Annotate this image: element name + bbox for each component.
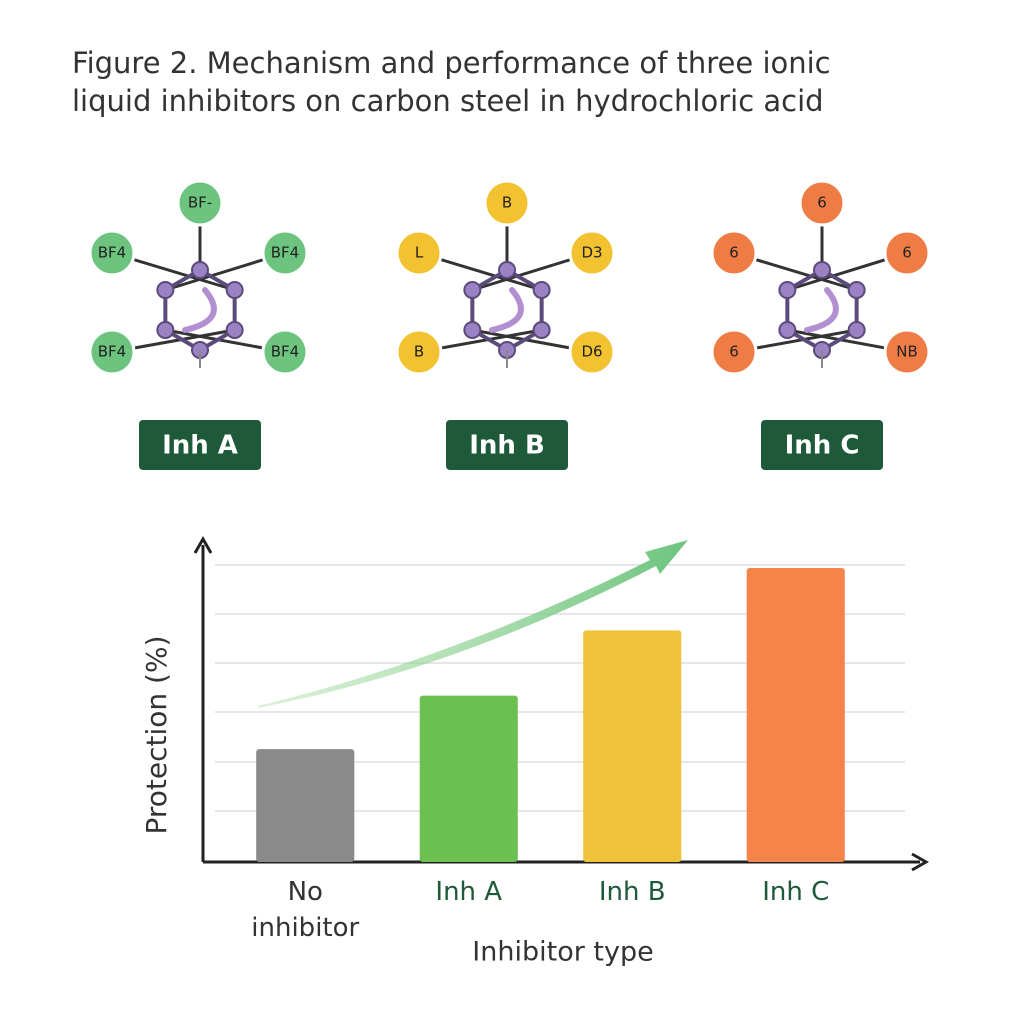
substituent — [883, 229, 931, 277]
label-pill — [761, 420, 883, 470]
atom — [225, 281, 244, 299]
figure-title: Figure 2. Mechanism and performance of t… — [72, 46, 831, 118]
substituent-label: B — [414, 343, 424, 361]
molecule-label: Inh C — [785, 431, 860, 461]
atom — [847, 321, 866, 339]
bar — [256, 749, 355, 862]
substituent — [261, 328, 309, 376]
atom — [191, 261, 209, 279]
ring-arc — [804, 287, 839, 333]
substituent — [395, 328, 443, 376]
x-axis-arrow — [911, 852, 930, 872]
substituent-label: 6 — [729, 343, 739, 361]
x-tick-label: No inhibitor — [251, 877, 360, 943]
substituent — [798, 179, 846, 227]
atom — [847, 281, 866, 299]
substituent-label: B — [502, 194, 512, 212]
substituent — [710, 229, 758, 277]
x-tick-label: Inh C — [762, 877, 830, 907]
substituent — [483, 179, 531, 227]
ring-arc — [489, 287, 524, 333]
molecule-label: Inh A — [162, 431, 238, 461]
substituent-label: BF4 — [271, 244, 299, 262]
x-tick-label: Inh B — [598, 877, 666, 907]
substituent — [395, 229, 443, 277]
atom — [532, 321, 551, 339]
substituent — [710, 328, 758, 376]
substituent-label: D6 — [581, 343, 602, 361]
substituent — [568, 229, 616, 277]
substituent-label: D3 — [581, 244, 602, 262]
substituent-label: 6 — [729, 244, 739, 262]
substituent — [261, 229, 309, 277]
ring — [785, 267, 859, 353]
ring-arc — [182, 287, 217, 333]
bar — [419, 695, 518, 862]
substituent — [883, 328, 931, 376]
atom — [813, 261, 831, 279]
atom — [463, 281, 482, 299]
substituent-label: BF4 — [271, 343, 299, 361]
substituent — [88, 229, 136, 277]
label-pill — [446, 420, 568, 470]
atom — [498, 261, 516, 279]
substituent-label: 6 — [902, 244, 912, 262]
label-pill — [139, 420, 261, 470]
x-axis-title: Inhibitor type — [472, 937, 653, 968]
atom — [156, 281, 175, 299]
substituent-label: BF4 — [98, 343, 126, 361]
bar — [746, 567, 845, 862]
substituent-label: NB — [896, 343, 918, 361]
bar — [583, 630, 682, 862]
substituent-label: BF- — [188, 194, 212, 212]
ring — [163, 267, 237, 353]
substituent-label: BF4 — [98, 244, 126, 262]
x-tick-label: Inh A — [435, 877, 503, 907]
molecule-label: Inh B — [469, 431, 545, 461]
atom — [778, 321, 797, 339]
atom — [225, 321, 244, 339]
y-axis-title: Protection (%) — [140, 635, 173, 834]
substituent — [88, 328, 136, 376]
y-axis-arrow — [193, 535, 213, 554]
substituent — [568, 328, 616, 376]
substituent-label: L — [415, 244, 424, 262]
atom — [156, 321, 175, 339]
atom — [463, 321, 482, 339]
substituent — [176, 179, 224, 227]
atom — [532, 281, 551, 299]
atom — [778, 281, 797, 299]
substituent-label: 6 — [817, 194, 827, 212]
ring — [470, 267, 544, 353]
